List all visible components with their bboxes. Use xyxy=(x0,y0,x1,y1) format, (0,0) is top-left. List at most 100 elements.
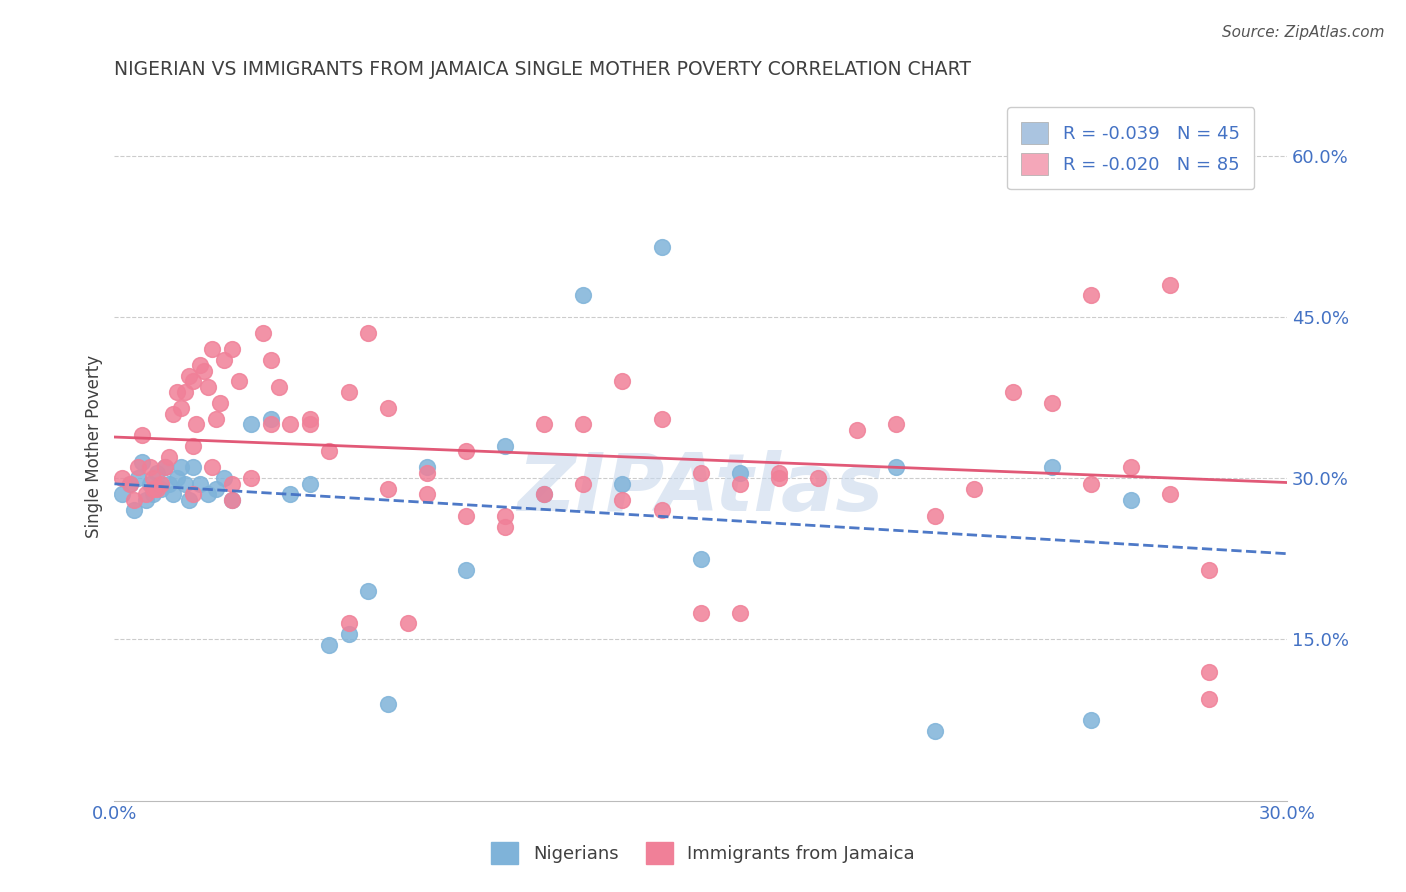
Point xyxy=(155,460,177,475)
Point xyxy=(221,492,243,507)
Point xyxy=(228,375,250,389)
Point xyxy=(221,342,243,356)
Point xyxy=(1040,396,1063,410)
Point xyxy=(572,288,595,302)
Point xyxy=(337,385,360,400)
Point xyxy=(127,471,149,485)
Point xyxy=(122,492,145,507)
Point xyxy=(150,476,173,491)
Point xyxy=(142,482,165,496)
Point xyxy=(208,396,231,410)
Point xyxy=(689,466,711,480)
Point xyxy=(157,476,180,491)
Point xyxy=(318,444,340,458)
Point xyxy=(494,519,516,533)
Point xyxy=(924,508,946,523)
Point xyxy=(135,487,157,501)
Point xyxy=(190,476,212,491)
Point xyxy=(197,487,219,501)
Point xyxy=(456,444,478,458)
Point xyxy=(456,563,478,577)
Point xyxy=(768,466,790,480)
Point xyxy=(1040,460,1063,475)
Point xyxy=(260,417,283,432)
Point xyxy=(221,492,243,507)
Point xyxy=(181,460,204,475)
Point xyxy=(240,417,263,432)
Point xyxy=(533,417,555,432)
Text: NIGERIAN VS IMMIGRANTS FROM JAMAICA SINGLE MOTHER POVERTY CORRELATION CHART: NIGERIAN VS IMMIGRANTS FROM JAMAICA SING… xyxy=(114,60,972,78)
Point xyxy=(122,503,145,517)
Point xyxy=(612,492,634,507)
Point xyxy=(377,401,399,416)
Point xyxy=(1198,665,1220,679)
Point xyxy=(118,476,141,491)
Point xyxy=(572,476,595,491)
Point xyxy=(298,476,321,491)
Point xyxy=(337,627,360,641)
Point xyxy=(612,375,634,389)
Point xyxy=(177,369,200,384)
Y-axis label: Single Mother Poverty: Single Mother Poverty xyxy=(86,354,103,538)
Point xyxy=(201,460,224,475)
Point xyxy=(318,638,340,652)
Point xyxy=(924,723,946,738)
Point xyxy=(689,606,711,620)
Point xyxy=(155,460,177,475)
Point xyxy=(212,471,235,485)
Point xyxy=(807,471,830,485)
Point xyxy=(173,476,195,491)
Point xyxy=(278,487,301,501)
Point xyxy=(142,471,165,485)
Point xyxy=(146,482,169,496)
Point xyxy=(728,606,751,620)
Point xyxy=(181,439,204,453)
Point xyxy=(1159,277,1181,292)
Point xyxy=(963,482,986,496)
Point xyxy=(1119,492,1142,507)
Point xyxy=(298,412,321,426)
Point xyxy=(396,616,419,631)
Point xyxy=(1080,713,1102,727)
Point xyxy=(357,584,380,599)
Point xyxy=(456,508,478,523)
Point xyxy=(111,471,134,485)
Point xyxy=(166,385,188,400)
Point xyxy=(1198,691,1220,706)
Point xyxy=(146,466,169,480)
Point xyxy=(1159,487,1181,501)
Point xyxy=(1080,288,1102,302)
Point xyxy=(533,487,555,501)
Legend: R = -0.039   N = 45, R = -0.020   N = 85: R = -0.039 N = 45, R = -0.020 N = 85 xyxy=(1007,107,1254,189)
Point xyxy=(201,342,224,356)
Point xyxy=(651,240,673,254)
Point xyxy=(337,616,360,631)
Point xyxy=(689,551,711,566)
Point xyxy=(260,412,283,426)
Point xyxy=(651,412,673,426)
Point xyxy=(612,476,634,491)
Text: ZIPAtlas: ZIPAtlas xyxy=(517,450,884,527)
Point xyxy=(162,407,184,421)
Point xyxy=(181,487,204,501)
Point xyxy=(177,492,200,507)
Point xyxy=(884,460,907,475)
Point xyxy=(150,482,173,496)
Point xyxy=(138,460,160,475)
Point xyxy=(135,492,157,507)
Point xyxy=(190,359,212,373)
Point xyxy=(377,482,399,496)
Point xyxy=(1002,385,1025,400)
Point xyxy=(298,417,321,432)
Point xyxy=(205,482,228,496)
Point xyxy=(166,471,188,485)
Point xyxy=(212,353,235,368)
Point xyxy=(416,460,439,475)
Point xyxy=(728,476,751,491)
Point xyxy=(728,466,751,480)
Point xyxy=(170,460,193,475)
Point xyxy=(111,487,134,501)
Point xyxy=(193,364,215,378)
Point xyxy=(651,503,673,517)
Point xyxy=(197,380,219,394)
